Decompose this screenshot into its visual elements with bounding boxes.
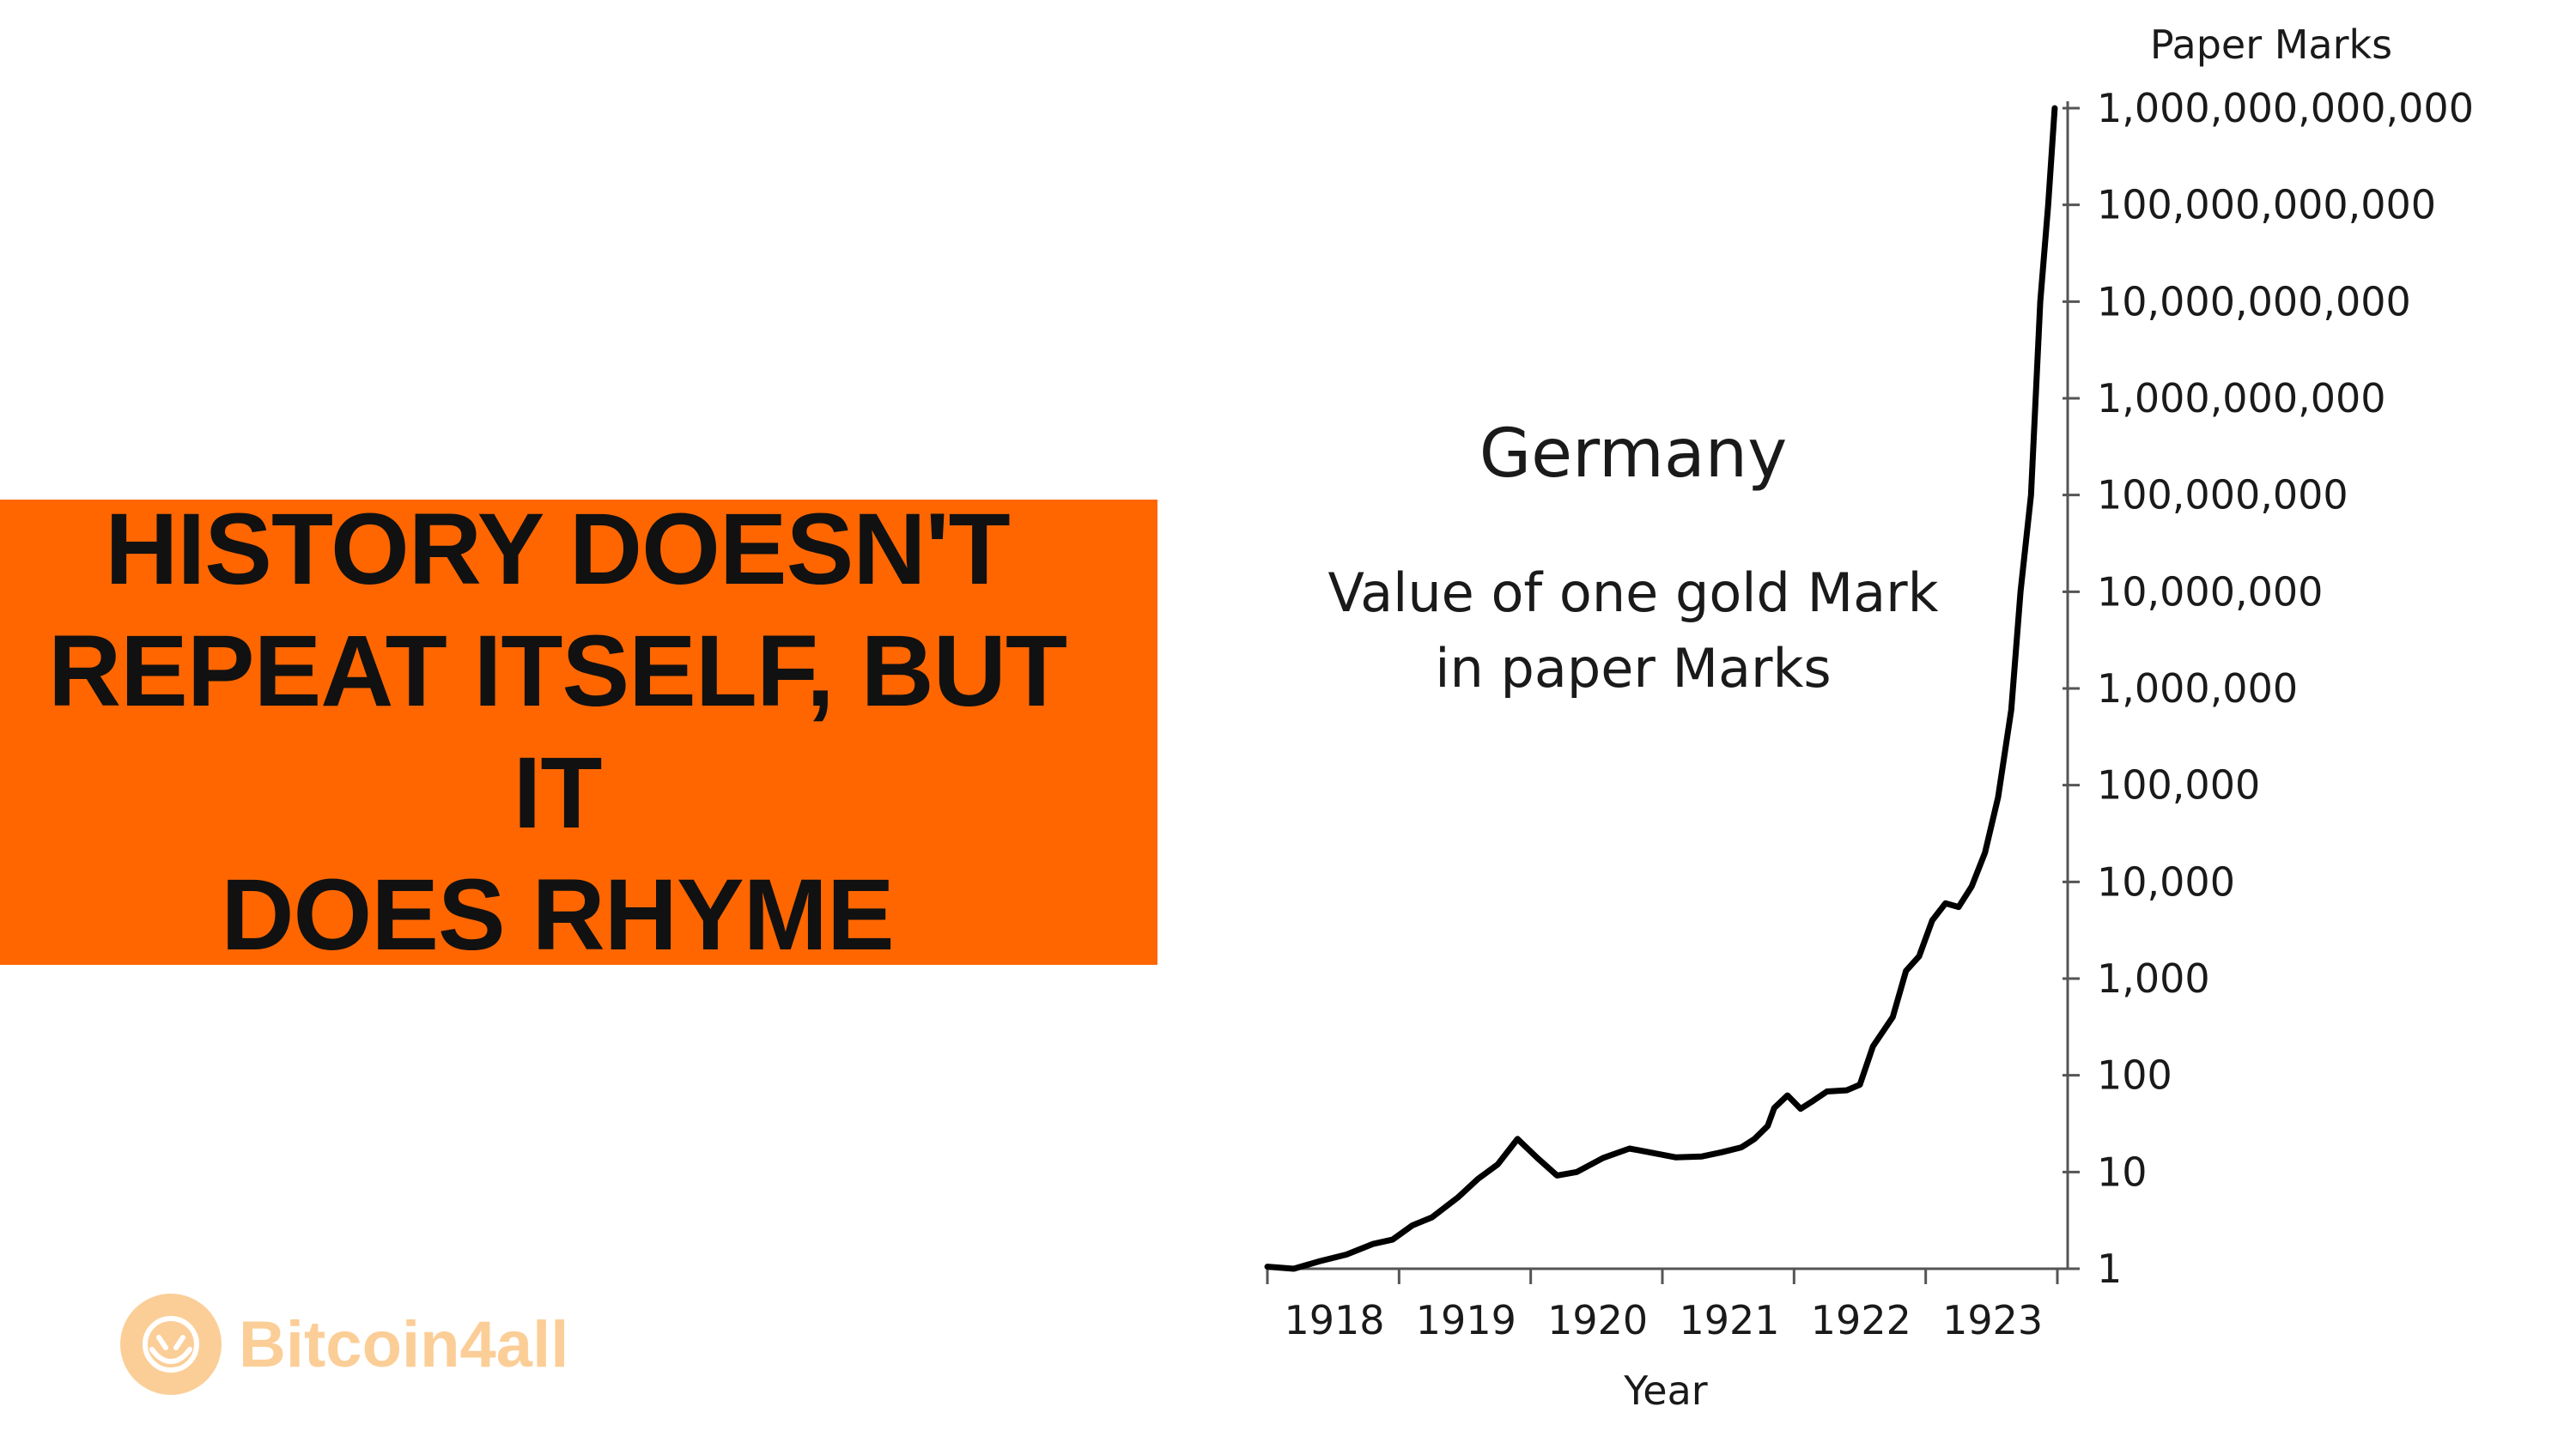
y-tick-label: 1,000 (2097, 955, 2210, 1002)
headline-line-1: HISTORY DOESN'T (105, 493, 1010, 606)
x-tick-label: 1921 (1679, 1297, 1779, 1343)
y-tick-label: 100,000,000,000 (2097, 182, 2436, 228)
x-tick-label: 1923 (1942, 1297, 2043, 1343)
y-tick-label: 10,000,000 (2097, 568, 2323, 615)
brand-logo: Bitcoin4all (120, 1293, 568, 1396)
y-tick-label: 100,000,000 (2097, 472, 2348, 518)
chart-title: Germany (1479, 415, 1788, 493)
y-tick-label: 1 (2097, 1246, 2122, 1292)
y-tick-label: 10,000,000,000 (2097, 278, 2411, 324)
y-tick-label: 100,000 (2097, 762, 2260, 809)
chart-subtitle-line-1: Value of one gold Mark (1328, 561, 1939, 624)
hands-coin-icon (120, 1294, 222, 1395)
x-tick-label: 1919 (1416, 1297, 1516, 1343)
x-tick-label: 1922 (1811, 1297, 1911, 1343)
x-axis-label: Year (1623, 1367, 1707, 1414)
y-tick-label: 10,000 (2097, 858, 2235, 905)
x-tick-label: 1918 (1284, 1297, 1384, 1343)
headline-line-3: DOES RHYME (221, 858, 894, 972)
x-tick-label: 1920 (1547, 1297, 1648, 1343)
y-tick-label: 1,000,000 (2097, 665, 2298, 712)
y-axis-label: Paper Marks (2150, 21, 2392, 68)
headline-line-2: REPEAT ITSELF, BUT IT (47, 615, 1067, 850)
y-tick-label: 1,000,000,000 (2097, 375, 2386, 421)
chart-subtitle-line-2: in paper Marks (1435, 637, 1831, 700)
y-tick-label: 10 (2097, 1149, 2148, 1195)
headline-text: HISTORY DOESN'T REPEAT ITSELF, BUT IT DO… (0, 488, 1115, 976)
series-line (1264, 105, 2058, 1272)
y-tick-label: 100 (2097, 1052, 2172, 1099)
y-tick-label: 1,000,000,000,000 (2097, 85, 2474, 131)
headline-banner: HISTORY DOESN'T REPEAT ITSELF, BUT IT DO… (0, 493, 1157, 972)
brand-name: Bitcoin4all (239, 1307, 569, 1381)
